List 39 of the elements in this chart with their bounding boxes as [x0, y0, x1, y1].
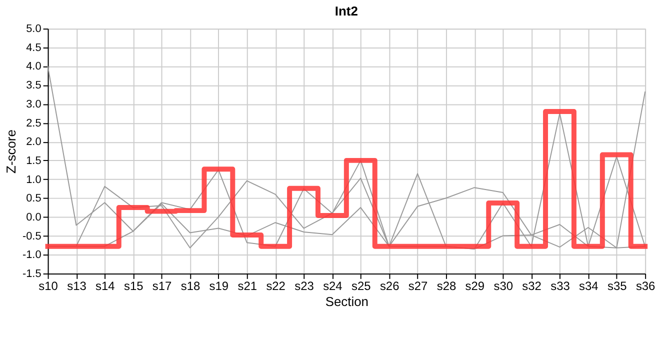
x-tick-label: s28	[436, 278, 456, 293]
y-axis-title: Z-score	[3, 130, 18, 174]
x-tick-label: s26	[380, 278, 400, 293]
y-tick-label: 1.5	[26, 154, 42, 167]
x-axis-title: Section	[325, 294, 368, 309]
y-tick-label: -1.5	[22, 268, 42, 280]
y-tick-label: 5.0	[26, 23, 42, 36]
x-tick-label: s13	[67, 278, 87, 293]
x-tick-label: s24	[323, 278, 343, 293]
x-tick-label: s18	[180, 278, 200, 293]
x-tick-label: s30	[494, 278, 514, 293]
y-tick-label: 0.0	[26, 211, 42, 224]
y-tick-label: -1.0	[22, 249, 42, 262]
y-tick-label: 3.0	[26, 98, 42, 110]
x-tick-label: s34	[579, 278, 599, 293]
x-tick-label: s10	[38, 278, 58, 293]
y-tick-label: 1.0	[26, 174, 42, 186]
y-tick-label: 2.0	[26, 136, 42, 148]
x-tick-label: s17	[152, 278, 172, 293]
y-tick-label: 0.5	[26, 192, 42, 205]
x-tick-label: s29	[465, 278, 485, 293]
x-tick-label: s22	[266, 278, 286, 293]
x-tick-label: s25	[352, 278, 372, 293]
x-tick-label: s15	[124, 278, 144, 293]
x-tick-label: s21	[238, 278, 258, 293]
y-tick-label: -0.5	[22, 230, 42, 242]
chart-title: Int2	[334, 4, 358, 19]
x-tick-label: s14	[96, 278, 116, 293]
x-tick-label: s35	[608, 278, 628, 293]
y-tick-label: 3.5	[26, 80, 42, 92]
x-tick-label: s36	[636, 278, 656, 293]
x-tick-label: s27	[408, 278, 428, 293]
x-tick-label: s32	[522, 278, 542, 293]
y-tick-label: 4.5	[26, 42, 42, 54]
x-tick-label: s23	[294, 278, 314, 293]
y-tick-label: 4.0	[26, 60, 42, 73]
x-tick-label: s33	[550, 278, 570, 293]
x-tick-label: s19	[209, 278, 229, 293]
y-tick-label: 2.5	[26, 117, 42, 130]
